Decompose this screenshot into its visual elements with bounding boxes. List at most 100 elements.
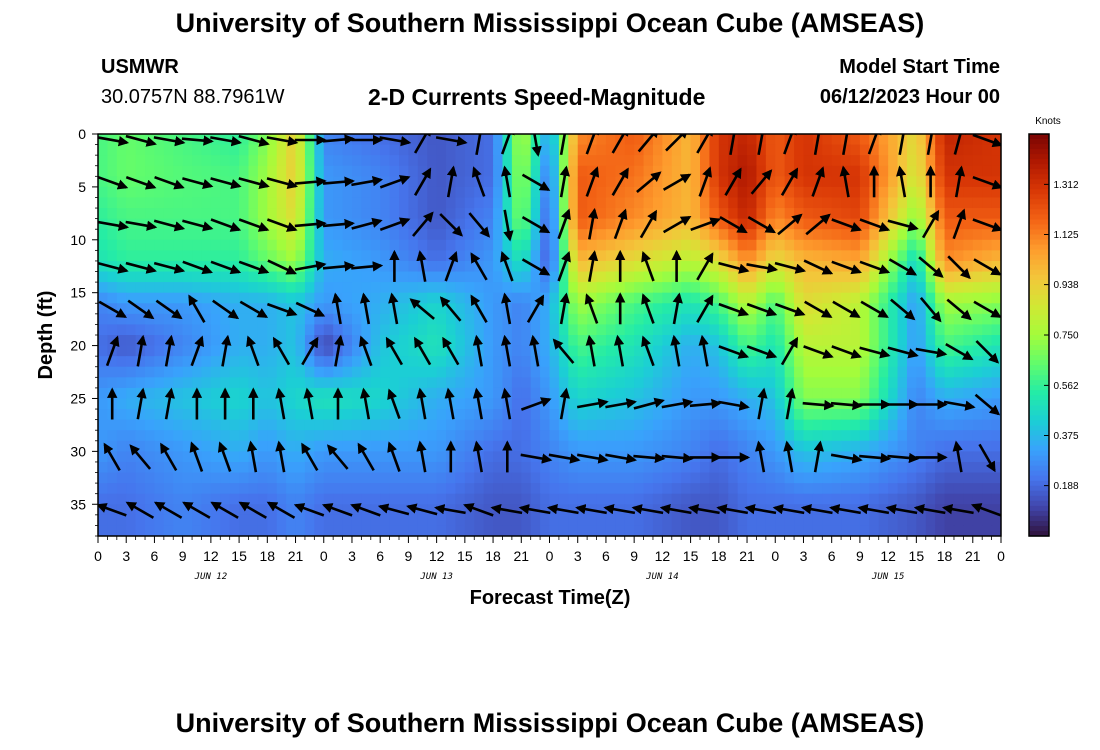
heatmap-cell [192,271,203,283]
heatmap-cell [267,430,278,442]
colorbar-swatch [1029,355,1049,361]
heatmap-cell [878,525,889,536]
heatmap-cell [897,409,908,421]
heatmap-cell [587,461,598,474]
heatmap-cell [643,409,654,421]
heatmap-cell [596,525,607,536]
heatmap-cell [859,134,870,146]
heatmap-cell [276,472,287,484]
heatmap-cell [530,525,541,536]
colorbar-swatch [1029,269,1049,276]
heatmap-cell [361,313,372,326]
y-tick-label: 5 [78,179,86,195]
heatmap-cell [323,144,334,156]
current-arrow [641,293,655,324]
heatmap-cell [333,239,344,251]
heatmap-cell [182,144,193,156]
heatmap-cell [229,144,240,156]
heatmap-cell [643,186,654,199]
heatmap-cell [399,525,410,536]
heatmap-cell [652,514,663,527]
heatmap-cell [577,239,588,251]
heatmap-cell [135,409,146,421]
heatmap-cell [502,525,513,536]
heatmap-cell [173,409,184,421]
heatmap-cell [906,208,917,220]
heatmap-cell [652,197,663,209]
heatmap-cell [295,208,306,220]
current-arrow [885,504,918,515]
heatmap-cell [474,356,485,368]
heatmap-cell [361,493,372,505]
heatmap-cell [380,250,391,262]
heatmap-cell [756,324,767,336]
heatmap-cell [615,377,626,389]
heatmap-cell [916,271,927,283]
heatmap-cell [982,239,993,251]
heatmap-cell [257,472,268,484]
current-arrow [210,218,242,232]
heatmap-cell [953,387,964,400]
heatmap-cell [474,472,485,484]
current-arrow [805,213,831,236]
heatmap-cell [267,197,278,209]
heatmap-cell [229,155,240,167]
heatmap-cell [963,451,974,463]
heatmap-cell [323,387,334,400]
heatmap-cell [436,260,447,273]
heatmap-cell [323,324,334,336]
heatmap-cell [446,186,457,199]
colorbar-swatch [1029,460,1049,467]
heatmap-cell [709,430,720,442]
heatmap-cell [361,409,372,421]
colorbar-swatch [1029,299,1049,306]
heatmap-cell [577,472,588,484]
heatmap-cell [587,313,598,326]
heatmap-cell [521,324,532,336]
heatmap-cell [577,324,588,336]
heatmap-cell [304,472,315,484]
heatmap-cell [342,387,353,400]
heatmap-cell [417,186,428,199]
heatmap-cell [718,144,729,156]
heatmap-cell [888,483,899,495]
heatmap-cell [408,440,419,452]
heatmap-cell [709,239,720,251]
heatmap-cell [718,218,729,230]
heatmap-cell [662,155,673,167]
heatmap-cell [831,324,842,336]
heatmap-cell [963,134,974,146]
heatmap-cell [361,461,372,474]
heatmap-cell [991,483,1001,495]
heatmap-cell [803,451,814,463]
current-arrow [387,441,401,472]
heatmap-cell [709,197,720,209]
heatmap-cell [728,430,739,442]
heatmap-cell [794,504,805,516]
heatmap-cell [822,208,833,220]
heatmap-cell [615,324,626,336]
heatmap-cell [342,282,353,294]
heatmap-cell [286,493,297,505]
heatmap-cell [135,155,146,167]
current-arrow [189,441,204,472]
heatmap-cell [116,229,127,241]
heatmap-cell [803,134,814,146]
heatmap-cell [906,197,917,209]
colorbar-swatch [1029,229,1049,236]
heatmap-cell [511,176,522,188]
heatmap-cell [427,165,438,177]
heatmap-cell [135,493,146,505]
heatmap-cell [709,514,720,527]
heatmap-cell [822,165,833,177]
current-arrow [409,298,435,320]
heatmap-cell [380,419,391,431]
heatmap-cell [812,472,823,484]
heatmap-cell [681,525,692,536]
heatmap-cell [304,409,315,421]
heatmap-cell [361,377,372,389]
current-arrow [896,165,907,198]
heatmap-cell [154,356,165,368]
heatmap-cell [596,387,607,400]
heatmap-cell [98,483,109,495]
